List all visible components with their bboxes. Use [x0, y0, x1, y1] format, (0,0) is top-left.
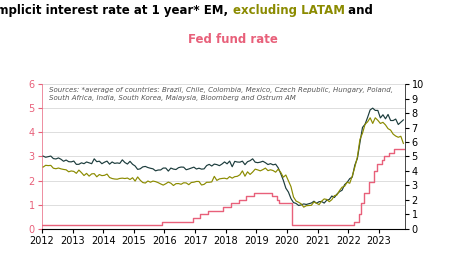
Text: Fed fund rate: Fed fund rate [187, 33, 278, 46]
Text: and: and [345, 4, 373, 17]
Text: Sources: *average of countries: Brazil, Chile, Colombia, Mexico, Czech Republic,: Sources: *average of countries: Brazil, … [49, 87, 393, 101]
Text: excluding LATAM: excluding LATAM [232, 4, 345, 17]
Text: Implicit interest rate at 1 year* EM,: Implicit interest rate at 1 year* EM, [0, 4, 232, 17]
